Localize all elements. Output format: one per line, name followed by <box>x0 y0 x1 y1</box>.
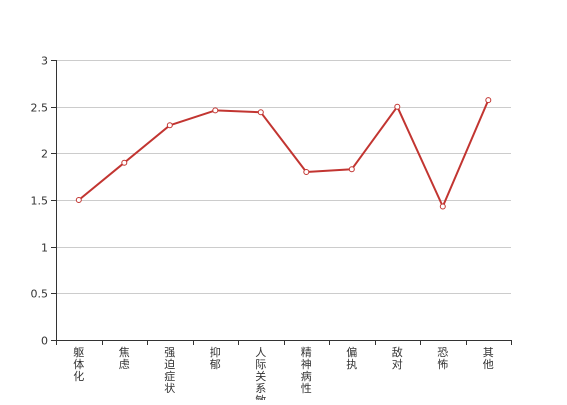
series-line <box>78 99 490 208</box>
data-point <box>303 169 310 175</box>
data-point <box>212 107 219 114</box>
data-points <box>75 97 492 210</box>
grid-lines <box>56 60 511 294</box>
x-tick-labels: 躯体化 焦虑 强迫症状 抑郁 人际关系敏感 精神病性 偏执 敌对 恐怖 其他 <box>73 345 494 405</box>
y-tick-label: 2 <box>41 148 48 161</box>
x-tick-label: 人际关系敏感 <box>255 346 266 400</box>
x-tick-label: 强迫症状 <box>164 346 175 395</box>
x-tick-label: 焦虑 <box>119 346 130 371</box>
y-tick-label: 3 <box>41 55 48 68</box>
y-tick-label: 2.5 <box>31 102 49 115</box>
data-point <box>485 97 492 104</box>
data-point <box>166 122 173 129</box>
x-tick-label: 恐怖 <box>437 346 448 371</box>
x-tick-label: 偏执 <box>346 345 357 371</box>
axes <box>51 60 512 345</box>
data-point <box>348 166 355 173</box>
x-tick-label: 敌对 <box>392 345 403 371</box>
x-tick-label: 其他 <box>483 346 494 371</box>
y-tick-labels: 0 0.5 1 1.5 2 2.5 3 <box>31 55 49 348</box>
data-point <box>394 103 401 110</box>
y-tick-label: 1 <box>41 242 48 255</box>
y-tick-label: 1.5 <box>31 195 49 208</box>
data-point <box>75 197 82 203</box>
x-tick-label: 抑郁 <box>210 345 221 371</box>
x-tick-label: 躯体化 <box>73 346 84 383</box>
data-point <box>257 109 264 116</box>
y-tick-label: 0 <box>41 335 48 348</box>
x-tick-label: 精神病性 <box>301 346 312 395</box>
data-point <box>439 203 446 210</box>
series-line-0 <box>78 99 490 208</box>
data-point <box>121 159 128 166</box>
y-tick-label: 0.5 <box>31 288 49 301</box>
